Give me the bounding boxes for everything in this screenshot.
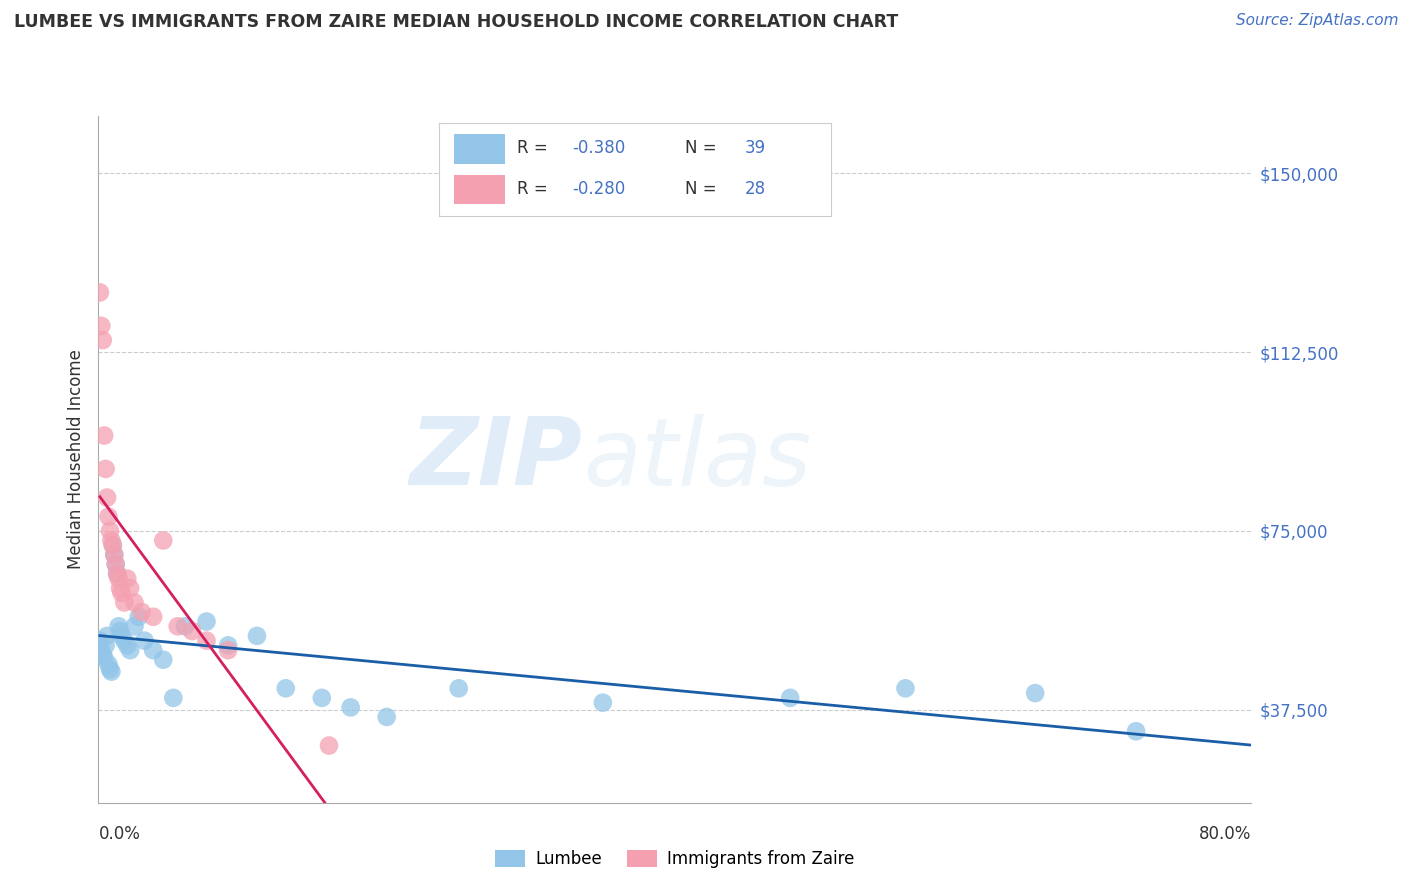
Point [181, 624, 204, 639]
Point [131, 605, 153, 619]
Point [97, 509, 120, 524]
Point [108, 624, 131, 639]
Point [117, 639, 138, 653]
Point [94, 639, 117, 653]
Point [100, 533, 122, 548]
Point [104, 558, 127, 572]
Point [142, 643, 165, 657]
Point [120, 581, 142, 595]
Point [134, 633, 156, 648]
Point [117, 572, 138, 586]
Point [1024, 686, 1046, 700]
Point [89, 285, 111, 300]
Legend: Lumbee, Immigrants from Zaire: Lumbee, Immigrants from Zaire [489, 843, 860, 875]
Point [110, 586, 132, 600]
Point [592, 696, 614, 710]
Point [103, 548, 125, 562]
Point [108, 581, 131, 595]
Point [152, 533, 174, 548]
Point [89, 633, 111, 648]
Point [779, 690, 801, 705]
Point [1125, 724, 1147, 739]
Point [318, 739, 340, 753]
Point [105, 566, 128, 581]
Point [94, 462, 117, 476]
Point [96, 491, 118, 505]
Point [217, 639, 239, 653]
Point [152, 653, 174, 667]
Point [100, 665, 122, 679]
Point [101, 538, 124, 552]
Point [107, 619, 129, 633]
Point [128, 609, 150, 624]
Point [101, 538, 124, 552]
Point [96, 629, 118, 643]
Point [98, 662, 121, 676]
Point [274, 681, 297, 696]
Point [110, 629, 132, 643]
Text: 80.0%: 80.0% [1199, 825, 1251, 843]
Point [311, 690, 333, 705]
Point [105, 566, 128, 581]
Point [120, 643, 142, 657]
Point [447, 681, 470, 696]
Point [166, 619, 188, 633]
Point [91, 648, 114, 662]
Text: Source: ZipAtlas.com: Source: ZipAtlas.com [1236, 13, 1399, 29]
Text: ZIP: ZIP [409, 413, 582, 506]
Point [246, 629, 269, 643]
Point [104, 558, 127, 572]
Point [142, 609, 165, 624]
Point [90, 643, 112, 657]
Text: atlas: atlas [582, 414, 811, 505]
Point [375, 710, 398, 724]
Point [93, 650, 115, 665]
Point [91, 333, 114, 347]
Point [90, 318, 112, 333]
Point [894, 681, 917, 696]
Point [124, 595, 146, 609]
Point [112, 595, 135, 609]
Point [217, 643, 239, 657]
Point [339, 700, 361, 714]
Point [174, 619, 197, 633]
Point [195, 615, 218, 629]
Point [97, 657, 120, 672]
Point [103, 548, 125, 562]
Point [98, 524, 121, 538]
Point [162, 690, 184, 705]
Text: LUMBEE VS IMMIGRANTS FROM ZAIRE MEDIAN HOUSEHOLD INCOME CORRELATION CHART: LUMBEE VS IMMIGRANTS FROM ZAIRE MEDIAN H… [14, 13, 898, 31]
Text: 0.0%: 0.0% [98, 825, 141, 843]
Point [124, 619, 146, 633]
Y-axis label: Median Household Income: Median Household Income [66, 350, 84, 569]
Point [195, 633, 218, 648]
Point [107, 572, 129, 586]
Point [112, 633, 135, 648]
Point [93, 428, 115, 442]
